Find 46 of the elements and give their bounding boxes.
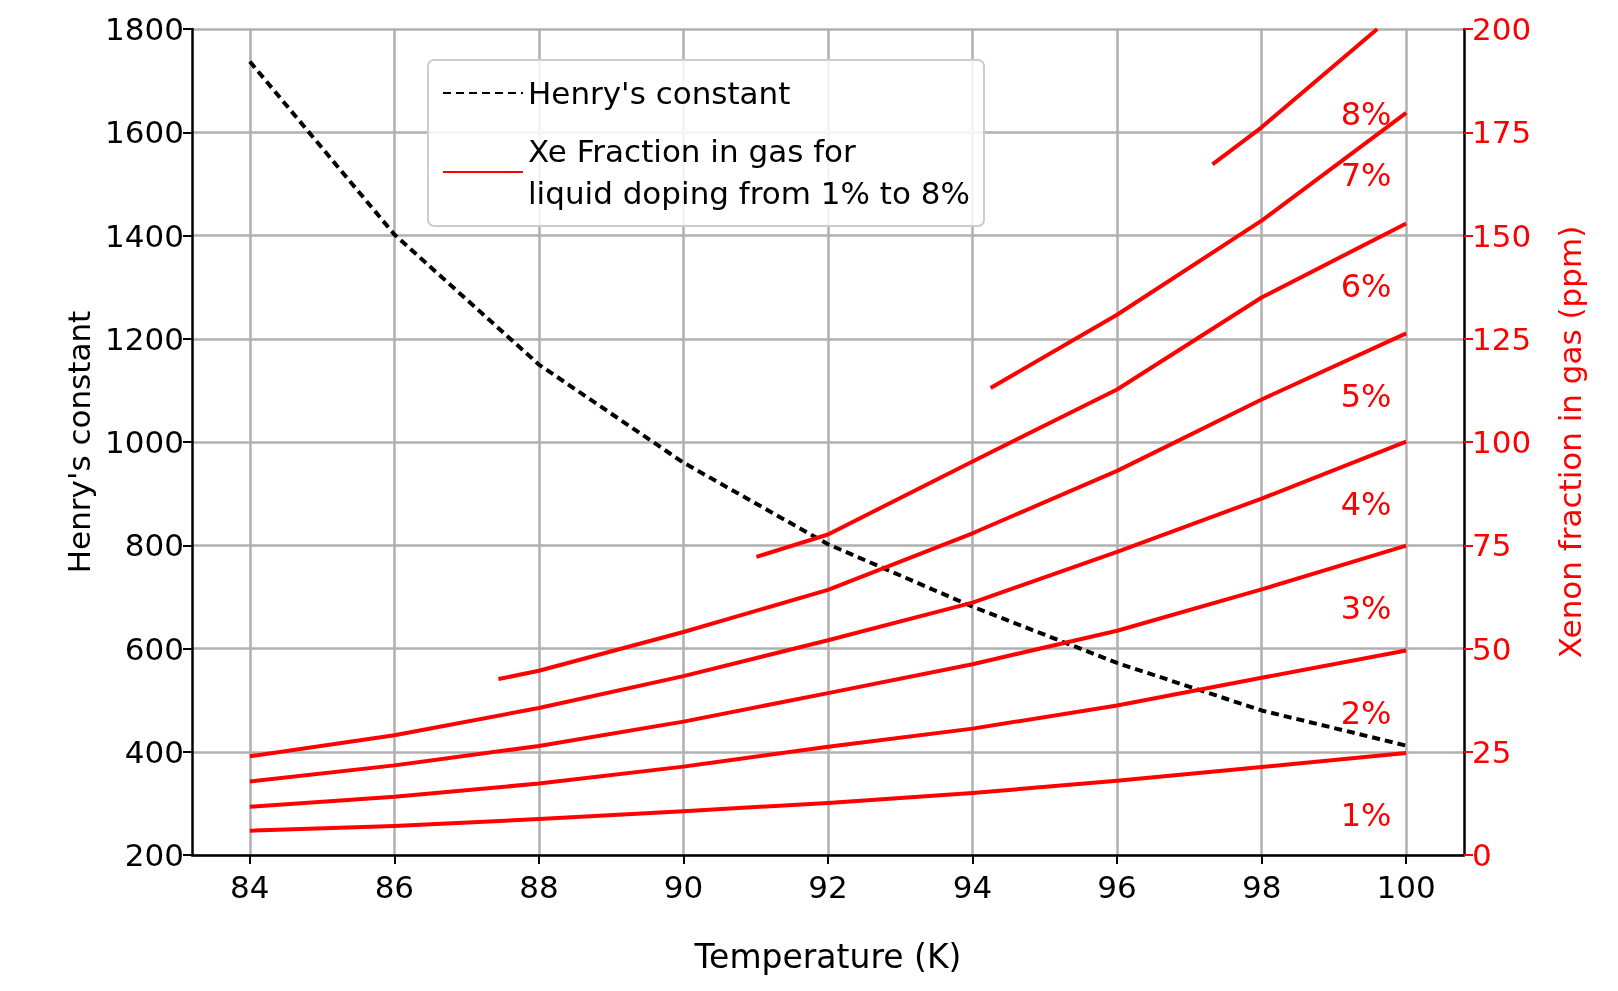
- annotation: 3%: [1340, 588, 1392, 627]
- annotation: 5%: [1340, 376, 1392, 415]
- annotation: 6%: [1340, 266, 1392, 305]
- y-tick-label: 1600: [105, 114, 184, 151]
- x-tick-label: 98: [1241, 868, 1282, 905]
- y-axis-title: Henry's constant: [60, 310, 97, 574]
- annotation: 8%: [1340, 95, 1392, 134]
- y2-tick-label: 100: [1472, 424, 1532, 460]
- y-tick-label: 1200: [105, 320, 184, 357]
- y2-tick-label: 75: [1472, 527, 1512, 564]
- y2-tick-label: 50: [1472, 630, 1512, 667]
- x-tick-label: 100: [1376, 868, 1436, 905]
- legend-label: Xe Fraction in gas for liquid doping from 1% to 8%: [528, 133, 970, 211]
- annotation: 4%: [1340, 484, 1392, 523]
- y2-axis-title: Xenon fraction in gas (ppm): [1551, 225, 1588, 659]
- x-axis-title: Temperature (K): [693, 937, 962, 976]
- line-series: [496, 331, 1409, 682]
- y-tick-label: 800: [124, 527, 184, 564]
- y-tick-label: 400: [124, 733, 184, 770]
- y-tick-label: 1400: [105, 217, 184, 254]
- annotation: 7%: [1340, 156, 1392, 195]
- x-tick-label: 88: [519, 868, 559, 905]
- y-tick-label: 1000: [105, 424, 184, 460]
- annotation: 1%: [1340, 796, 1392, 835]
- x-tick-label: 94: [952, 868, 993, 905]
- x-tick-label: 84: [230, 868, 270, 905]
- y2-tick-label: 0: [1472, 837, 1492, 873]
- legend-label: Henry's constant: [528, 75, 791, 111]
- x-tick-label: 96: [1097, 868, 1137, 905]
- y2-tick-label: 175: [1472, 114, 1532, 151]
- line-series: [247, 750, 1409, 833]
- x-tick-label: 86: [374, 868, 415, 905]
- y-tick-label: 200: [124, 837, 184, 873]
- x-tick-label: 92: [808, 868, 848, 905]
- annotation: 2%: [1340, 693, 1392, 732]
- line-series: [247, 543, 1409, 784]
- line-series: [247, 59, 1409, 748]
- x-tick-label: 90: [663, 868, 704, 905]
- y2-tick-label: 25: [1472, 733, 1512, 770]
- y2-tick-label: 150: [1472, 217, 1532, 254]
- y2-tick-label: 200: [1472, 11, 1532, 47]
- line-series: [247, 439, 1409, 759]
- y2-tick-label: 125: [1472, 320, 1532, 357]
- y-tick-label: 600: [124, 630, 184, 667]
- line-series: [754, 221, 1409, 559]
- y-tick-label: 1800: [105, 11, 184, 47]
